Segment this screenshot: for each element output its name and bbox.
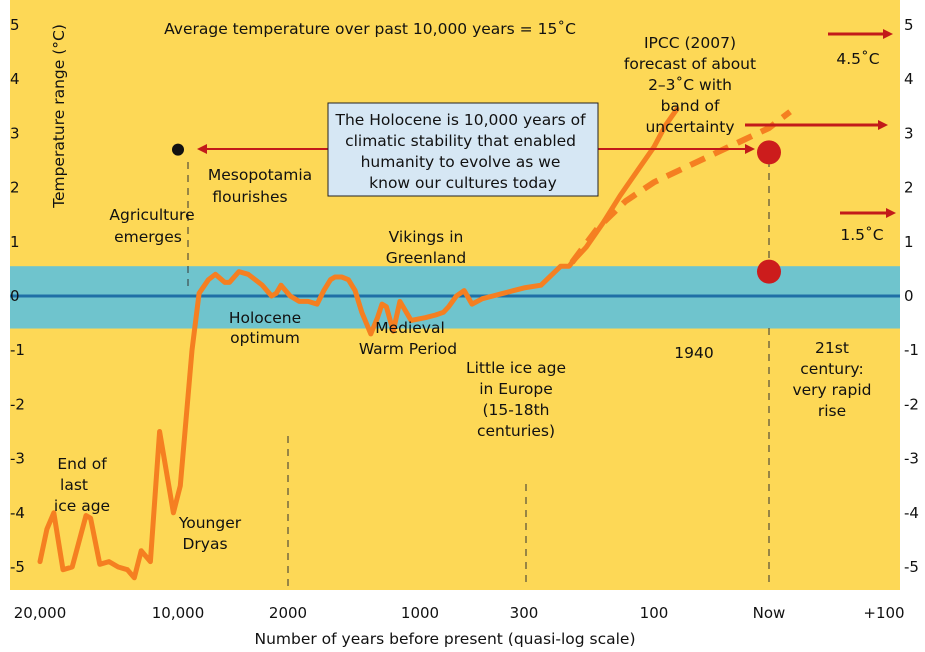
y-tick-left-label: 1	[10, 233, 20, 251]
x-axis-label: Number of years before present (quasi-lo…	[254, 630, 635, 648]
temperature-series-line	[37, 106, 680, 581]
end-ice-age-label: End of last ice age	[54, 455, 110, 515]
x-tick-label: 20,000	[14, 604, 67, 622]
y-tick-right-label: -4	[904, 504, 919, 522]
low-estimate-label: 1.5˚C	[840, 226, 883, 244]
y-tick-left-label: -1	[10, 341, 25, 359]
y-tick-left-label: 2	[10, 179, 20, 197]
younger-dryas-label: Younger Dryas	[178, 514, 242, 553]
y-tick-left-label: -4	[10, 504, 25, 522]
y-tick-right-label: -3	[904, 450, 919, 468]
holocene-optimum-label: Holocene optimum	[229, 309, 301, 347]
y-tick-right-label: 2	[904, 179, 914, 197]
medieval-warm-label: Medieval Warm Period	[359, 319, 457, 358]
y-axis-label: Temperature range (°C)	[50, 24, 68, 209]
chart-title: Average temperature over past 10,000 yea…	[164, 20, 576, 38]
x-tick-label: Now	[753, 604, 786, 622]
y-tick-right-label: -5	[904, 558, 919, 576]
vikings-label: Vikings in Greenland	[386, 228, 466, 267]
y-tick-left-label: -2	[10, 395, 25, 413]
y-tick-left-label: 0	[10, 287, 20, 305]
holocene-box-text: The Holocene is 10,000 years of climatic…	[335, 111, 591, 192]
little-ice-age-label: Little ice age in Europe (15-18th centuries…	[466, 359, 566, 440]
x-tick-label: 100	[640, 604, 669, 622]
y-tick-right-label: 0	[904, 287, 914, 305]
x-axis: 20,000 10,000 2000 1000 300 100 Now +100	[14, 604, 905, 622]
mesopotamia-label: Mesopotamia flourishes	[208, 166, 312, 206]
y-tick-left-label: 3	[10, 124, 20, 142]
y-tick-left-label: 5	[10, 16, 20, 34]
y-tick-right-label: 5	[904, 16, 914, 34]
x-tick-label: 2000	[269, 604, 307, 622]
year-1940-label: 1940	[674, 344, 713, 362]
y-tick-left-label: 4	[10, 70, 20, 88]
x-tick-label: 10,000	[152, 604, 205, 622]
y-tick-left-label: -5	[10, 558, 25, 576]
ipcc-label: IPCC (2007) forecast of about 2–3˚C with ba…	[624, 34, 756, 136]
y-tick-left-label: -3	[10, 450, 25, 468]
high-estimate-label: 4.5˚C	[836, 50, 879, 68]
y-tick-right-label: 3	[904, 124, 914, 142]
x-tick-label: 1000	[401, 604, 439, 622]
current-temperature-marker	[757, 259, 781, 284]
y-tick-right-label: 4	[904, 70, 914, 88]
y-axis-left: 5 4 3 2 1 0 -1 -2 -3 -4 -5	[10, 16, 25, 576]
vertical-guides	[187, 160, 770, 588]
x-tick-label: +100	[863, 604, 904, 622]
projection-dashed-line	[569, 109, 792, 265]
ipcc-forecast-marker	[757, 140, 781, 165]
holocene-info-box	[327, 102, 599, 197]
mesopotamia-marker	[172, 143, 184, 156]
y-tick-right-label: -2	[904, 395, 919, 413]
agriculture-label: Agriculture emerges	[109, 206, 194, 246]
y-tick-right-label: -1	[904, 341, 919, 359]
y-axis-right: 5 4 3 2 1 0 -1 -2 -3 -4 -5	[904, 16, 919, 576]
y-tick-right-label: 1	[904, 233, 914, 251]
21st-century-label: 21st century: very rapid rise	[792, 339, 871, 420]
x-tick-label: 300	[510, 604, 539, 622]
